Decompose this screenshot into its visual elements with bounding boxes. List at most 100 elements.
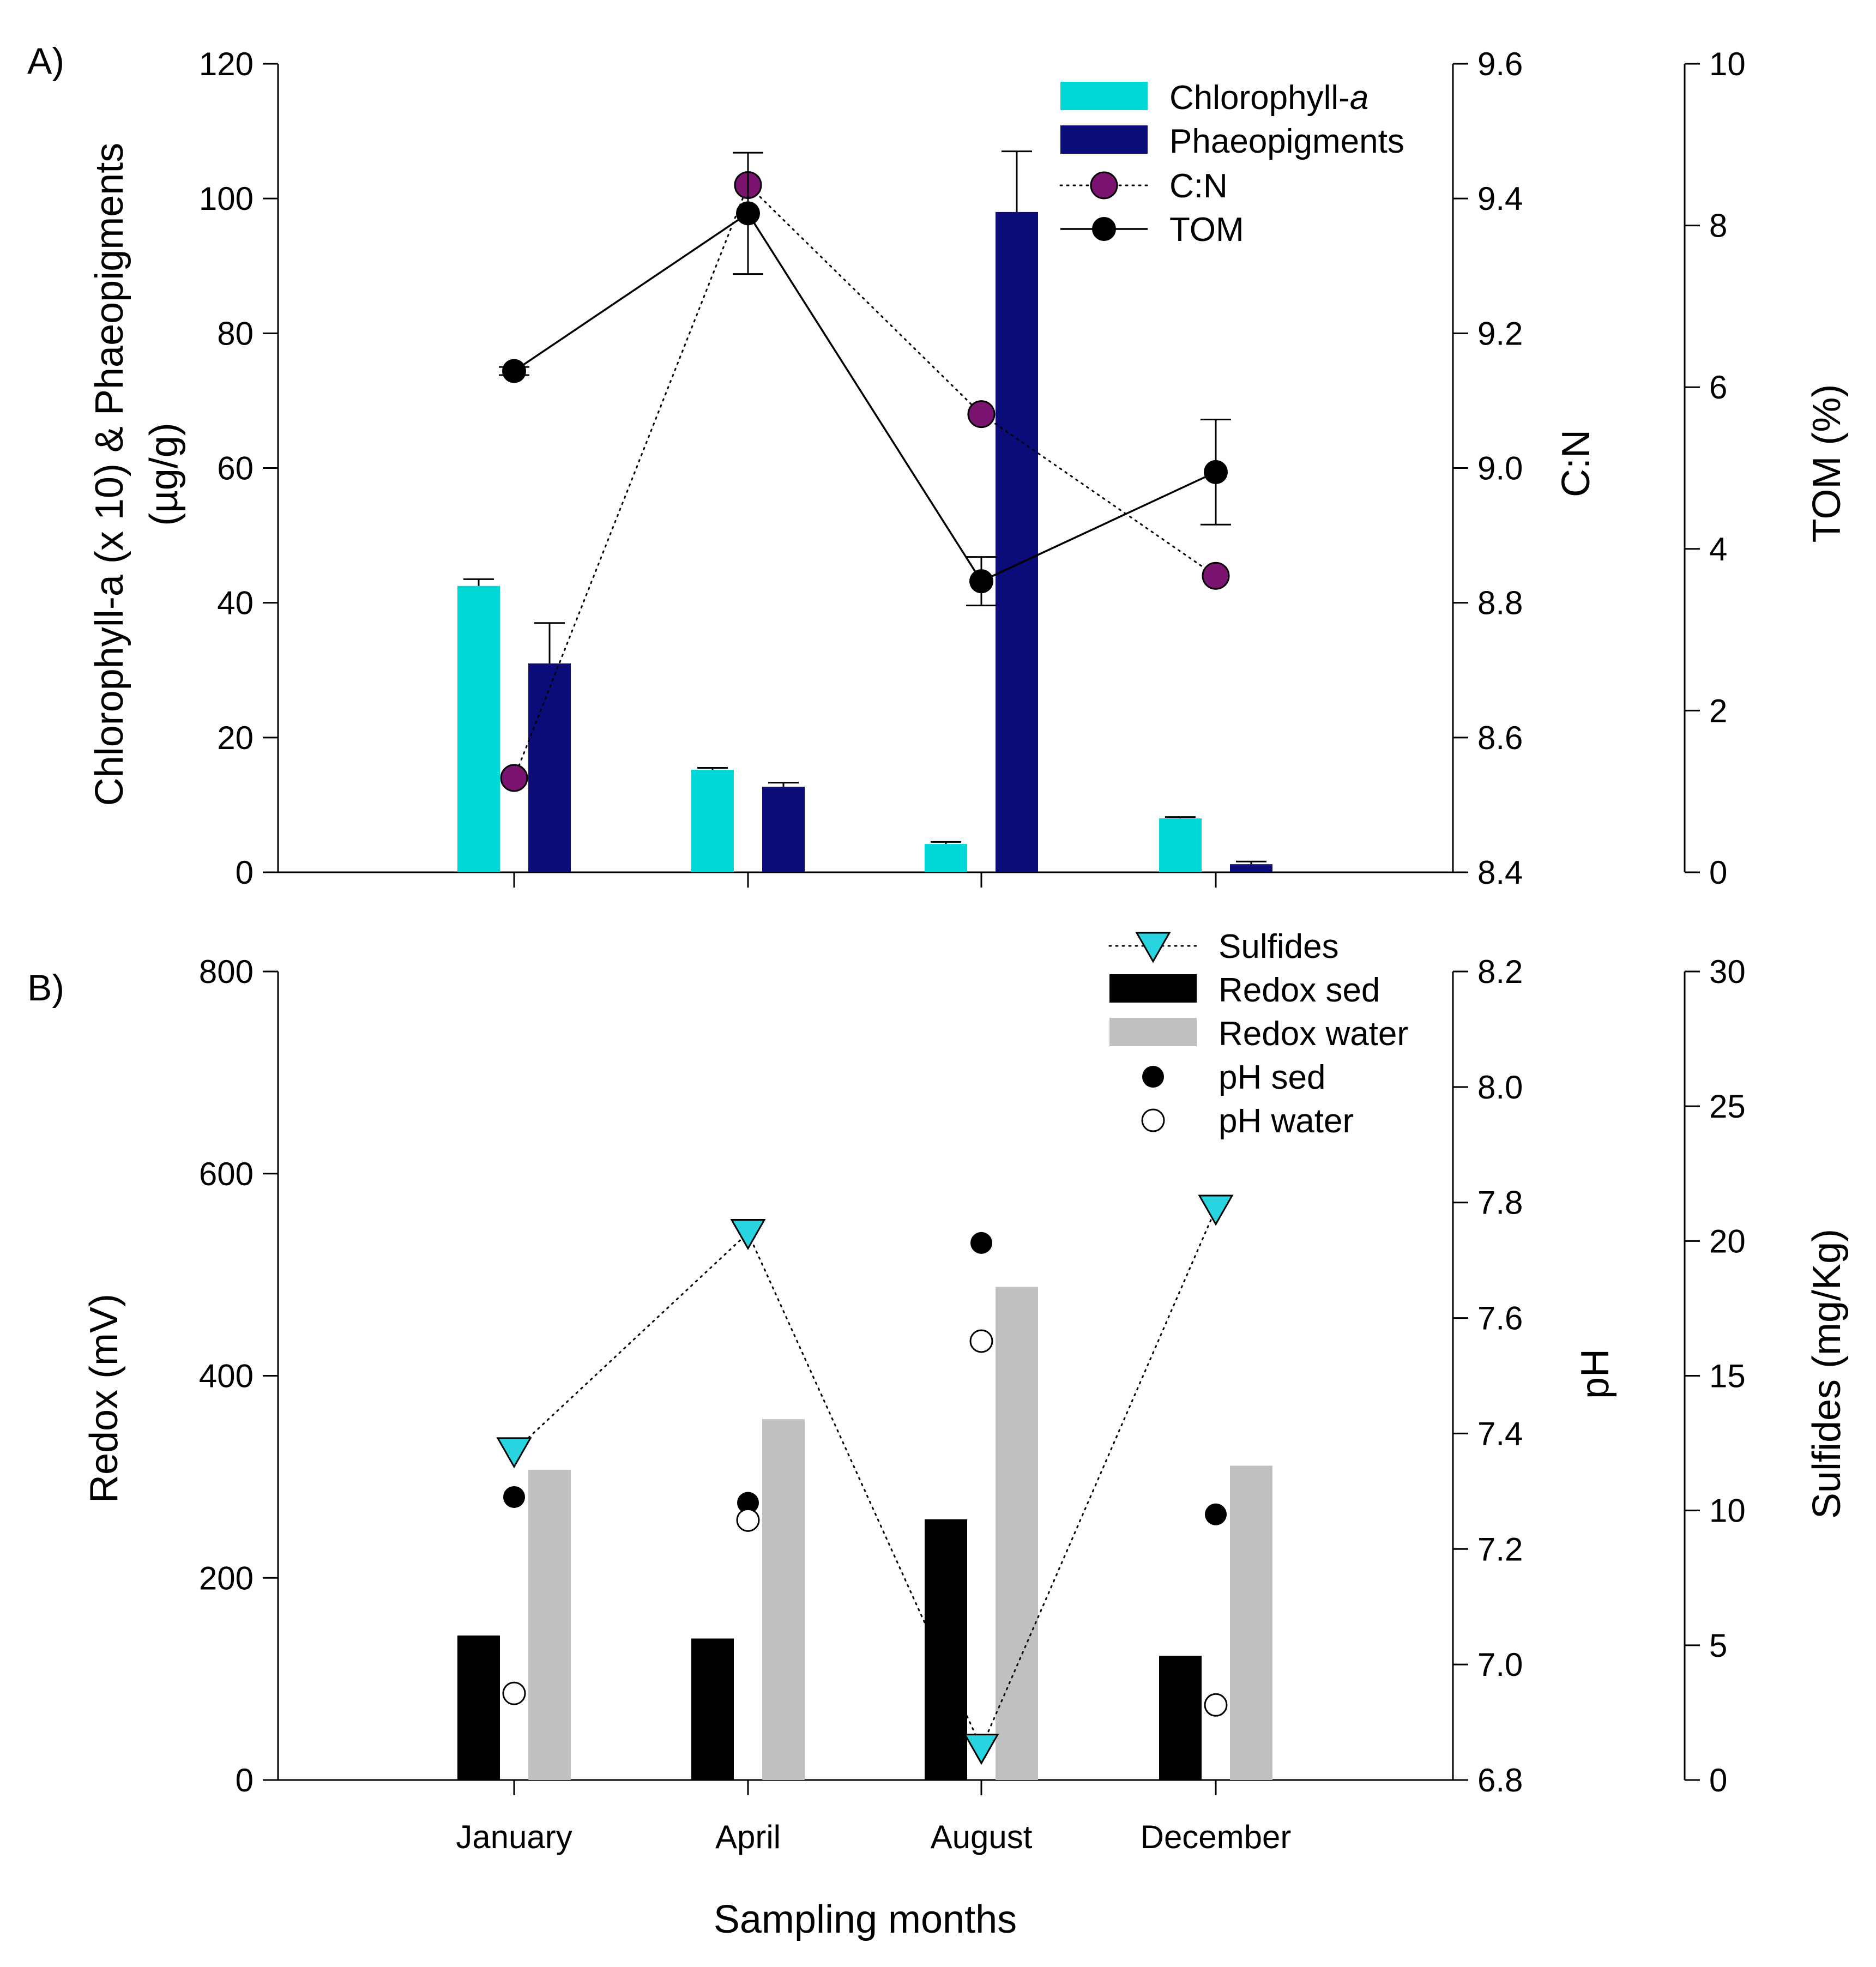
- legend-ph-sed-marker: [1142, 1066, 1164, 1088]
- x-tick-label: December: [1141, 1819, 1292, 1855]
- chlorophyll-bar: [925, 844, 967, 872]
- cn-point: [500, 764, 528, 792]
- cn-line: [513, 183, 1217, 779]
- right1-tick-label: 9.2: [1477, 315, 1523, 352]
- right1-tick-label: 9.6: [1477, 46, 1523, 82]
- legend-chlorophyll-italic: a: [1350, 79, 1368, 117]
- redox-sed-bar: [457, 1635, 500, 1780]
- right2-tick-label: 20: [1709, 1223, 1746, 1259]
- ph-water-point: [502, 1681, 526, 1705]
- left-tick-label: 600: [199, 1156, 254, 1192]
- right2-tick-label: 0: [1709, 854, 1727, 891]
- ph-sed-point: [970, 1232, 992, 1254]
- right1-tick-label: 7.0: [1477, 1646, 1523, 1683]
- redox-water-bar: [528, 1469, 571, 1780]
- cn-point: [1202, 562, 1230, 590]
- ph-water-point: [969, 1329, 993, 1353]
- sulfides-line: [513, 1208, 1217, 1750]
- legend-redox-water-label: Redox water: [1219, 1015, 1408, 1053]
- panel-a-cn-axis-title: C:N: [1554, 430, 1598, 497]
- legend-chlorophyll-prefix: Chlorophyll-: [1169, 79, 1350, 117]
- right1-tick-label: 6.8: [1477, 1762, 1523, 1799]
- panel-b-sulfides-axis-title: Sulfides (mg/Kg): [1805, 1229, 1849, 1519]
- tom-point: [969, 569, 993, 594]
- phaeopigments-bar: [996, 212, 1038, 873]
- left-tick-label: 800: [199, 954, 254, 990]
- phaeopigments-bar: [762, 787, 805, 872]
- redox-water-bar: [996, 1287, 1038, 1780]
- chlorophyll-bar: [691, 770, 734, 872]
- legend-redox-sed-swatch: [1109, 974, 1197, 1003]
- right2-tick-label: 30: [1709, 954, 1746, 990]
- chlorophyll-bar: [1159, 818, 1202, 872]
- right2-tick-label: 4: [1709, 531, 1727, 568]
- ph-sed-point: [737, 1492, 759, 1514]
- right2-tick-label: 8: [1709, 208, 1727, 244]
- legend-redox-sed-label: Redox sed: [1219, 972, 1380, 1009]
- x-axis-title: Sampling months: [714, 1898, 1017, 1941]
- ph-water-point: [736, 1508, 760, 1532]
- ph-water-point: [1204, 1693, 1228, 1717]
- legend-sulfides-label: Sulfides: [1219, 928, 1339, 966]
- right1-tick-label: 8.4: [1477, 854, 1523, 891]
- redox-sed-bar: [1159, 1655, 1202, 1780]
- legend-tom-label: TOM: [1169, 211, 1244, 249]
- left-tick-label: 20: [217, 720, 254, 756]
- phaeopigments-bar: [1230, 864, 1272, 872]
- tom-line: [514, 212, 1216, 583]
- panel-b-label: B): [27, 967, 64, 1009]
- panel-a-tom-axis-title: TOM (%): [1805, 384, 1849, 543]
- legend-ph-water-label: pH water: [1219, 1102, 1354, 1140]
- left-tick-label: 80: [217, 315, 254, 352]
- right1-tick-label: 8.6: [1477, 720, 1523, 756]
- right2-tick-label: 10: [1709, 46, 1746, 82]
- right1-tick-label: 8.0: [1477, 1069, 1523, 1106]
- right2-tick-label: 5: [1709, 1627, 1727, 1664]
- redox-sed-bar: [691, 1638, 734, 1780]
- right1-tick-label: 7.8: [1477, 1185, 1523, 1221]
- sulfides-point: [496, 1437, 532, 1469]
- legend-cn-label: C:N: [1169, 167, 1228, 205]
- redox-sed-bar: [925, 1519, 967, 1780]
- left-tick-label: 40: [217, 585, 254, 622]
- panel-a-label: A): [27, 40, 64, 82]
- right1-tick-label: 8.2: [1477, 954, 1523, 990]
- chlorophyll-bar: [457, 586, 500, 872]
- right1-tick-label: 8.8: [1477, 585, 1523, 622]
- right2-tick-label: 15: [1709, 1358, 1746, 1395]
- legend-chlorophyll-swatch: [1060, 82, 1148, 110]
- panel-b-left-axis-title: Redox (mV): [82, 1294, 126, 1503]
- legend-chlorophyll-label: Chlorophyll-a: [1169, 79, 1368, 117]
- tom-point: [736, 201, 760, 226]
- legend-sulfides-marker: [1135, 932, 1171, 963]
- x-tick-label: January: [456, 1819, 572, 1855]
- right1-tick-label: 9.0: [1477, 450, 1523, 487]
- tom-point: [1204, 460, 1228, 484]
- right2-tick-label: 6: [1709, 369, 1727, 406]
- x-tick-label: August: [931, 1819, 1033, 1855]
- right1-tick-label: 9.4: [1477, 180, 1523, 217]
- legend-cn-marker: [1090, 171, 1118, 200]
- right2-tick-label: 2: [1709, 692, 1727, 729]
- panel-b-ph-axis-title: pH: [1573, 1349, 1617, 1399]
- legend-ph-water-marker: [1141, 1108, 1165, 1132]
- right1-tick-label: 7.2: [1477, 1531, 1523, 1567]
- legend-phaeopigments-label: Phaeopigments: [1169, 123, 1404, 160]
- left-tick-label: 100: [199, 180, 254, 217]
- left-tick-label: 0: [236, 854, 254, 891]
- right2-tick-label: 10: [1709, 1493, 1746, 1529]
- left-tick-label: 60: [217, 450, 254, 487]
- legend-tom-marker: [1092, 217, 1116, 241]
- left-tick-label: 120: [199, 46, 254, 82]
- right1-tick-label: 7.6: [1477, 1300, 1523, 1337]
- legend-ph-sed-label: pH sed: [1219, 1059, 1325, 1096]
- sulfides-point: [730, 1219, 766, 1251]
- cn-point: [967, 400, 996, 429]
- tom-point: [502, 359, 526, 383]
- panel-a-left-axis-title-line2: (µg/g): [142, 423, 186, 526]
- panel-a-left-axis-title-line1: Chlorophyll-a (x 10) & Phaeopigments: [88, 143, 131, 806]
- ph-sed-point: [1205, 1503, 1227, 1525]
- redox-water-bar: [1230, 1465, 1272, 1780]
- left-tick-label: 200: [199, 1560, 254, 1596]
